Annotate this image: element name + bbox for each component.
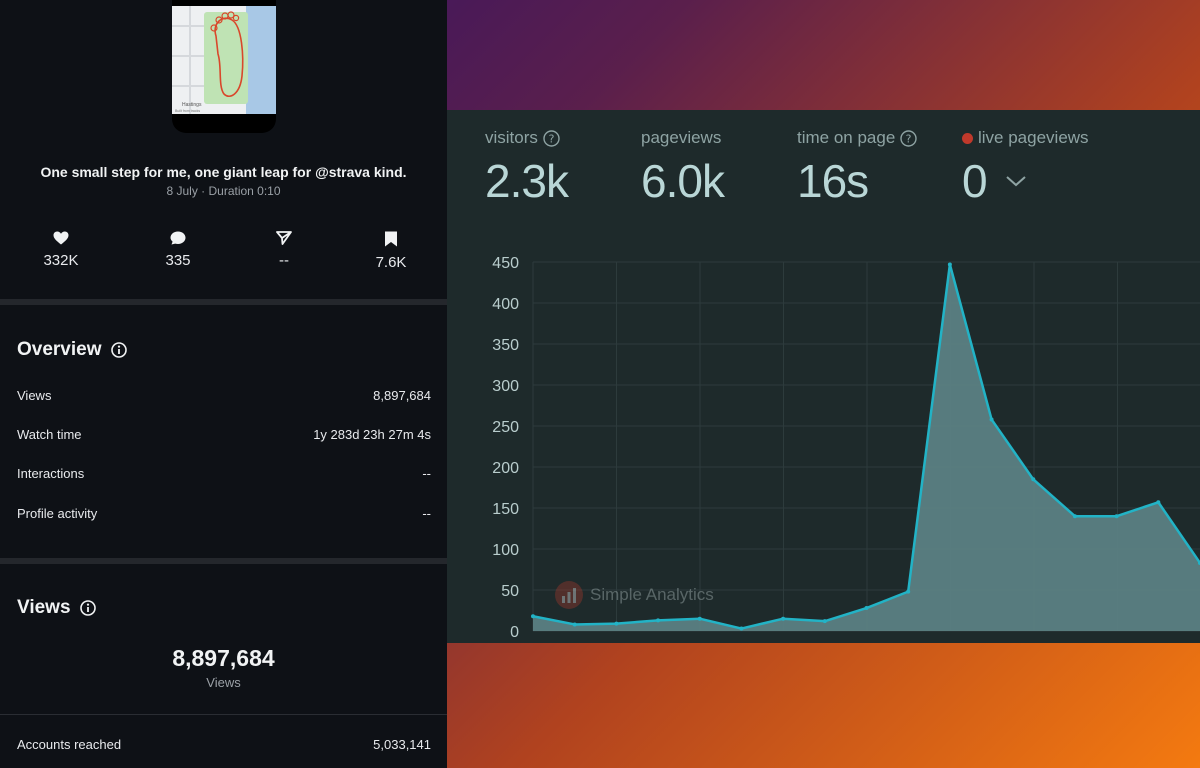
watermark: Simple Analytics <box>554 580 714 610</box>
metric-label: pageviews <box>641 128 722 147</box>
data-point[interactable] <box>697 616 702 621</box>
shares-stat[interactable]: -- <box>244 231 324 269</box>
post-thumbnail[interactable]: Hastings Built from tracks <box>172 0 276 133</box>
y-tick-label: 300 <box>492 378 519 395</box>
views-section-title: Views <box>17 597 96 619</box>
y-tick-label: 100 <box>492 542 519 559</box>
comments-count: 335 <box>165 252 191 269</box>
help-icon[interactable]: ? <box>543 129 560 147</box>
data-point[interactable] <box>1156 500 1161 505</box>
data-point[interactable] <box>1114 514 1119 519</box>
chevron-down-icon[interactable] <box>1005 174 1027 188</box>
views-total: 8,897,684 <box>172 645 275 671</box>
metric-value: 6.0k <box>641 155 725 207</box>
live-indicator-icon <box>962 132 973 144</box>
row-label: Profile activity <box>17 506 98 521</box>
y-tick-label: 250 <box>492 419 519 436</box>
post-caption: One small step for me, one giant leap fo… <box>40 164 407 180</box>
heart-icon <box>53 231 69 245</box>
row-value: -- <box>422 506 431 521</box>
info-icon[interactable] <box>79 600 96 616</box>
y-tick-label: 150 <box>492 501 519 518</box>
info-icon[interactable] <box>110 342 127 358</box>
metric-label: visitors <box>485 128 538 147</box>
data-point[interactable] <box>781 616 786 621</box>
map-label-hastings: Hastings <box>182 102 202 108</box>
row-value: 8,897,684 <box>373 388 431 403</box>
saves-stat[interactable]: 7.6K <box>351 231 431 271</box>
metric-pageviews: pageviews 6.0k <box>641 128 725 208</box>
pageviews-area-chart: 0 50 100 150 200 250 300 350 400 450 <box>492 255 1200 641</box>
metric-live-pageviews: live pageviews 0 <box>962 128 1089 208</box>
svg-text:?: ? <box>906 132 912 145</box>
metric-value: 2.3k <box>485 155 569 207</box>
watermark-text: Simple Analytics <box>590 585 714 604</box>
bookmark-icon <box>385 231 397 247</box>
row-label: Views <box>17 388 52 403</box>
data-point[interactable] <box>1031 477 1036 482</box>
overview-row-views: Views 8,897,684 <box>17 388 431 403</box>
metric-value: 0 <box>962 155 988 207</box>
row-value: 1y 283d 23h 27m 4s <box>313 427 431 442</box>
map-label-tracks: Built from tracks <box>175 109 200 113</box>
svg-text:?: ? <box>548 132 554 145</box>
share-icon <box>276 231 292 245</box>
metric-time-on-page: time on page ? 16s <box>797 128 917 208</box>
data-point[interactable] <box>822 619 827 624</box>
data-point[interactable] <box>989 417 994 422</box>
data-point[interactable] <box>1072 514 1077 519</box>
post-insights-panel: Hastings Built from tracks One small ste… <box>0 0 447 768</box>
row-label: Interactions <box>17 466 85 481</box>
y-tick-label: 350 <box>492 337 519 354</box>
overview-row-watch-time: Watch time 1y 283d 23h 27m 4s <box>17 427 431 442</box>
simple-analytics-logo-icon <box>555 581 583 609</box>
y-tick-label: 0 <box>510 624 519 641</box>
likes-count: 332K <box>43 252 79 269</box>
metric-visitors: visitors ? 2.3k <box>485 128 569 208</box>
row-value: -- <box>422 466 431 481</box>
section-divider <box>0 299 447 305</box>
y-tick-label: 450 <box>492 255 519 272</box>
likes-stat[interactable]: 332K <box>21 231 101 269</box>
y-tick-label: 50 <box>501 583 519 600</box>
route-map-image: Hastings Built from tracks <box>172 6 276 114</box>
overview-row-interactions: Interactions -- <box>17 466 431 481</box>
shares-count: -- <box>279 252 289 269</box>
row-value: 5,033,141 <box>373 737 431 752</box>
analytics-panel: visitors ? 2.3k pageviews 6.0k time on p… <box>447 110 1200 643</box>
section-divider <box>0 558 447 564</box>
saves-count: 7.6K <box>375 254 407 271</box>
data-point[interactable] <box>947 262 952 267</box>
views-title: Views <box>17 597 71 618</box>
accounts-reached-row: Accounts reached 5,033,141 <box>17 737 431 752</box>
data-point[interactable] <box>531 614 535 619</box>
overview-row-profile-activity: Profile activity -- <box>17 506 431 521</box>
row-label: Watch time <box>17 427 82 442</box>
comments-stat[interactable]: 335 <box>138 231 218 269</box>
row-label: Accounts reached <box>17 737 122 752</box>
data-point[interactable] <box>906 589 911 594</box>
data-point[interactable] <box>656 618 661 623</box>
metric-label: live pageviews <box>978 128 1089 147</box>
area-fill <box>533 264 1200 631</box>
views-total-label: Views <box>206 675 241 690</box>
post-meta: 8 July · Duration 0:10 <box>166 184 281 198</box>
y-tick-label: 400 <box>492 296 519 313</box>
data-point[interactable] <box>864 606 869 611</box>
data-point[interactable] <box>614 621 619 626</box>
data-point[interactable] <box>572 622 577 627</box>
overview-section-title: Overview <box>17 339 127 361</box>
y-tick-label: 200 <box>492 460 519 477</box>
overview-title: Overview <box>17 339 102 360</box>
metric-label: time on page <box>797 128 896 147</box>
metric-value: 16s <box>797 155 869 207</box>
data-point[interactable] <box>739 626 744 631</box>
separator-line <box>0 714 447 715</box>
comment-icon <box>170 231 186 245</box>
help-icon[interactable]: ? <box>900 129 917 147</box>
